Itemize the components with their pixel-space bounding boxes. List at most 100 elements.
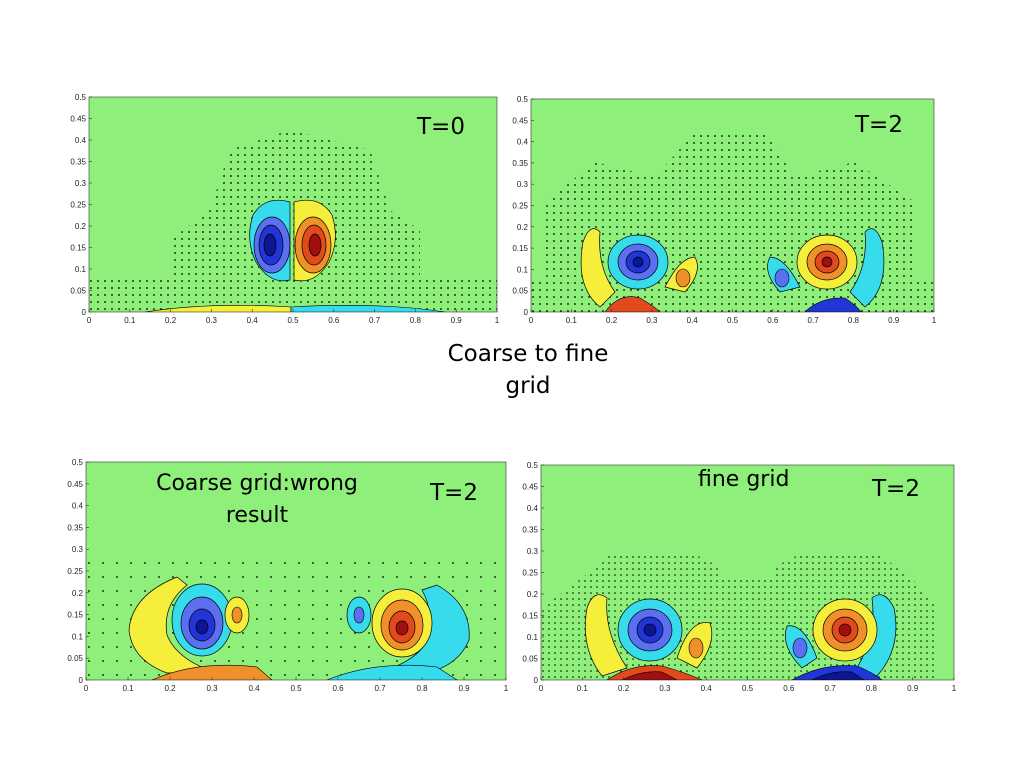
y-tick-label: 0.2 — [75, 222, 87, 231]
x-tick-label: 0.5 — [290, 684, 302, 693]
x-tick-label: 1 — [932, 316, 937, 325]
x-tick-label: 0.8 — [416, 684, 428, 693]
x-tick-label: 0.5 — [742, 684, 754, 693]
plot-svg-t0: 0 0.1 0.2 0.3 0.4 0.5 0.6 0.7 0.8 0.9 1 0 0.05 0.1 0.… — [70, 93, 500, 325]
x-tick-label: 0.3 — [646, 316, 658, 325]
x-axis-ticks: 0 0.1 0.2 0.3 0.4 0.5 0.6 0.7 0.8 0.9 1 — [539, 677, 957, 693]
x-tick-label: 0.7 — [374, 684, 386, 693]
x-tick-label: 0.5 — [287, 316, 299, 325]
y-tick-label: 0.05 — [70, 287, 86, 296]
y-tick-label: 0.4 — [527, 504, 539, 513]
x-tick-label: 0.4 — [247, 316, 259, 325]
y-tick-label: 0.1 — [527, 633, 539, 642]
panel-title-line-2: result — [225, 503, 289, 528]
x-tick-label: 0 — [539, 684, 544, 693]
y-tick-label: 0 — [524, 308, 529, 317]
x-tick-label: 0.1 — [122, 684, 134, 693]
x-tick-label: 0.2 — [164, 684, 176, 693]
vortex-negative — [128, 576, 250, 674]
boundary-layer — [606, 665, 883, 680]
x-tick-label: 1 — [504, 684, 509, 693]
y-tick-label: 0.25 — [70, 201, 86, 210]
y-tick-label: 0.4 — [517, 138, 529, 147]
time-label-t2-fine: T=2 — [872, 476, 920, 502]
y-tick-label: 0.2 — [517, 223, 529, 232]
x-tick-label: 0.6 — [767, 316, 779, 325]
y-tick-label: 0.35 — [522, 526, 538, 535]
x-tick-label: 0.9 — [451, 316, 463, 325]
x-tick-label: 0.4 — [687, 316, 699, 325]
x-tick-label: 0.2 — [606, 316, 618, 325]
y-tick-label: 0 — [534, 676, 539, 685]
y-tick-label: 0.5 — [75, 93, 87, 102]
y-tick-label: 0.1 — [72, 632, 84, 641]
y-tick-label: 0.25 — [512, 202, 528, 211]
plot-svg-t2-coarse-to-fine: 0 0.1 0.2 0.3 0.4 0.5 0.6 0.7 0.8 0.9 1 0 0.05 0.1 0.… — [512, 95, 937, 325]
y-tick-label: 0.5 — [527, 461, 539, 470]
y-tick-label: 0.5 — [72, 458, 84, 467]
x-tick-label: 0.4 — [248, 684, 260, 693]
vortex-negative — [580, 228, 698, 308]
x-tick-label: 0.1 — [124, 316, 136, 325]
y-tick-label: 0.3 — [527, 547, 539, 556]
vortex-positive — [293, 199, 336, 282]
plot-svg-t2-coarse: 0 0.1 0.2 0.3 0.4 0.5 0.6 0.7 0.8 0.9 1 0 0.05 0.1 0.… — [67, 458, 509, 693]
x-tick-label: 0.7 — [369, 316, 381, 325]
x-tick-label: 0 — [84, 684, 89, 693]
y-tick-label: 0.4 — [75, 136, 87, 145]
vortex-positive — [784, 594, 897, 677]
x-axis-ticks: 0 0.1 0.2 0.3 0.4 0.5 0.6 0.7 0.8 0.9 1 — [84, 677, 509, 693]
x-tick-label: 0.6 — [332, 684, 344, 693]
y-tick-label: 0.15 — [67, 611, 83, 620]
boundary-layer-negative — [290, 305, 446, 312]
y-tick-label: 0.3 — [75, 179, 87, 188]
y-tick-label: 0.05 — [67, 654, 83, 663]
plot-panel-t2-coarse: 0 0.1 0.2 0.3 0.4 0.5 0.6 0.7 0.8 0.9 1 0 0.05 0.1 0.… — [57, 455, 517, 700]
time-label-t0: T=0 — [417, 114, 465, 140]
y-tick-label: 0.1 — [75, 265, 87, 274]
y-axis-ticks: 0 0.05 0.1 0.15 0.2 0.25 0.3 0.35 0.4 0.45 0.5 — [522, 461, 544, 685]
x-tick-label: 0.9 — [888, 316, 900, 325]
y-axis-ticks: 0 0.05 0.1 0.15 0.2 0.25 0.3 0.35 0.4 0.45 0.5 — [512, 95, 534, 317]
y-tick-label: 0.1 — [517, 265, 529, 274]
y-tick-label: 0.3 — [72, 545, 84, 554]
vortex-negative — [584, 594, 713, 677]
time-label-t2-coarse-to-fine: T=2 — [855, 112, 903, 138]
x-tick-label: 0.6 — [328, 316, 340, 325]
y-tick-label: 0 — [79, 676, 84, 685]
y-tick-label: 0.5 — [517, 95, 529, 104]
x-tick-label: 0.3 — [206, 316, 218, 325]
y-tick-label: 0.45 — [522, 483, 538, 492]
y-tick-label: 0.25 — [67, 567, 83, 576]
x-tick-label: 0.5 — [727, 316, 739, 325]
caption-line-2: grid — [505, 373, 551, 399]
x-tick-label: 0.8 — [410, 316, 422, 325]
y-tick-label: 0.15 — [522, 612, 538, 621]
x-tick-label: 1 — [952, 684, 957, 693]
x-axis-ticks: 0 0.1 0.2 0.3 0.4 0.5 0.6 0.7 0.8 0.9 1 — [87, 309, 500, 325]
plot-svg-t2-fine: 0 0.1 0.2 0.3 0.4 0.5 0.6 0.7 0.8 0.9 1 0 0.05 0.1 0.… — [522, 461, 957, 693]
x-tick-label: 0.6 — [783, 684, 795, 693]
caption-line-1: Coarse to fine — [447, 341, 609, 367]
x-tick-label: 0.3 — [659, 684, 671, 693]
x-tick-label: 0.1 — [566, 316, 578, 325]
y-axis-ticks: 0 0.05 0.1 0.15 0.2 0.25 0.3 0.35 0.4 0.45 0.5 — [70, 93, 92, 317]
x-tick-label: 0.3 — [206, 684, 218, 693]
y-tick-label: 0.2 — [527, 590, 539, 599]
x-tick-label: 0.7 — [825, 684, 837, 693]
plot-panel-t2-fine: 0 0.1 0.2 0.3 0.4 0.5 0.6 0.7 0.8 0.9 1 0 0.05 0.1 0.… — [512, 458, 972, 703]
y-tick-label: 0.45 — [67, 480, 83, 489]
y-tick-label: 0.2 — [72, 589, 84, 598]
x-tick-label: 0.9 — [458, 684, 470, 693]
y-tick-label: 0.25 — [522, 569, 538, 578]
panel-title-fine-grid: fine grid — [698, 467, 790, 492]
grid-refinement-dots — [89, 130, 497, 312]
plot-panel-t0: 0 0.1 0.2 0.3 0.4 0.5 0.6 0.7 0.8 0.9 1 0 0.05 0.1 0.… — [60, 90, 510, 330]
y-tick-label: 0.45 — [70, 115, 86, 124]
vortex-positive — [346, 584, 470, 674]
x-axis-ticks: 0 0.1 0.2 0.3 0.4 0.5 0.6 0.7 0.8 0.9 1 — [529, 309, 937, 325]
x-tick-label: 0 — [87, 316, 92, 325]
x-tick-label: 0.2 — [618, 684, 630, 693]
y-axis-ticks: 0 0.05 0.1 0.15 0.2 0.25 0.3 0.35 0.4 0.45 0.5 — [67, 458, 89, 685]
y-tick-label: 0 — [82, 308, 87, 317]
